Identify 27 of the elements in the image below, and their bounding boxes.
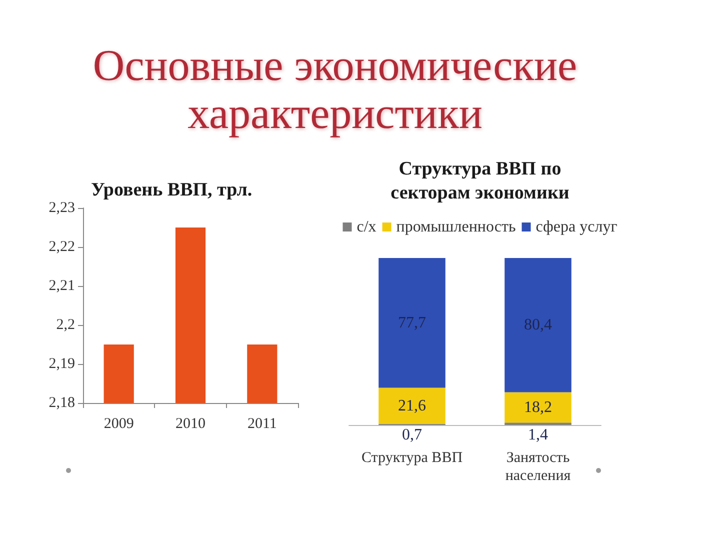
data-label: 21,6 [398,397,426,414]
y-tick-label: 2,19 [48,356,75,372]
y-tick-label: 2,2 [56,317,75,333]
data-label: 80,4 [524,316,552,334]
bar [504,258,572,392]
data-label: 0,7 [402,426,422,444]
y-tick-label: 2,23 [48,200,75,216]
x-tick-label: 2009 [104,416,134,432]
legend-label: промышленность [396,218,516,236]
legend-label: сфера услуг [536,218,618,236]
legend-label: с/х [356,218,376,236]
chart-title: Структура ВВП по секторам экономики [390,158,570,204]
bar [378,388,446,424]
x-tick-label: Структура ВВП [361,450,463,466]
x-tick-label: Занятость населения [505,450,571,484]
y-tick-label: 2,18 [48,395,75,411]
bar [378,258,446,388]
y-tick-label: 2,21 [48,278,75,294]
text: Основные экономические характеристики [92,41,578,140]
x-tick-label: 2011 [247,416,277,432]
bar [504,392,572,423]
x-tick-label: 2010 [176,416,206,432]
data-label: 1,4 [528,426,548,444]
y-tick-label: 2,22 [48,239,75,255]
chart-title: Уровень ВВП, трл. [91,180,252,200]
data-label: 18,2 [524,398,552,416]
data-label: 77,7 [398,314,426,332]
